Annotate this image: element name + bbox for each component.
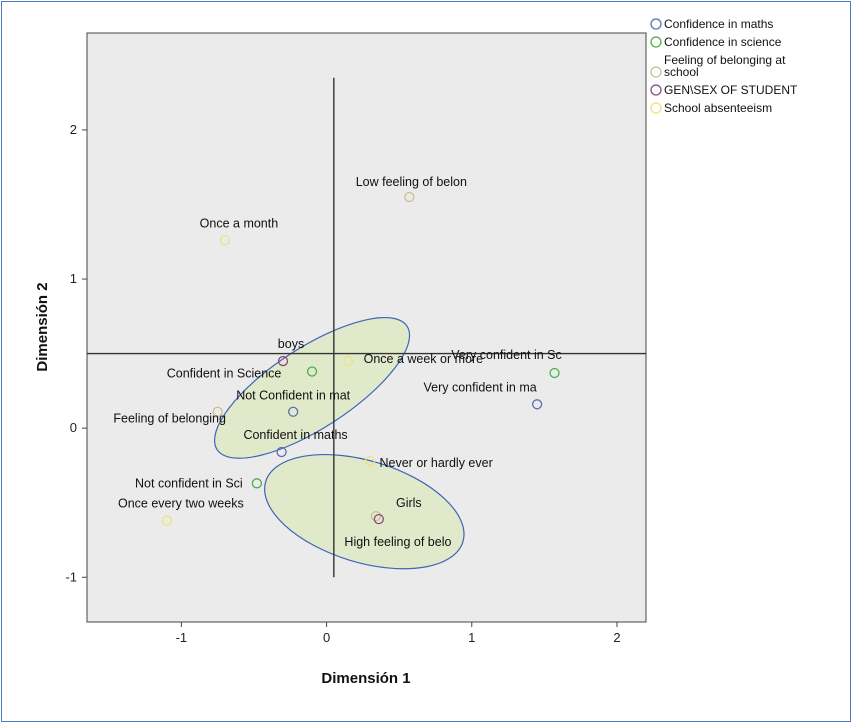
y-tick-label: 2 (70, 122, 77, 137)
y-tick-label: 1 (70, 271, 77, 286)
data-point (219, 235, 231, 246)
data-point (549, 367, 560, 379)
legend-label: Confidence in science (664, 35, 782, 49)
data-points (161, 191, 560, 526)
ellipse-layer (213, 316, 465, 570)
legend-label: Feeling of belonging at (664, 53, 786, 67)
y-tick-label: -1 (65, 569, 77, 584)
data-point (370, 510, 382, 522)
x-tick-label: -1 (176, 630, 188, 645)
point-label: High feeling of belo (344, 535, 451, 549)
y-tick-label: 0 (70, 420, 77, 435)
point-label: Girls (396, 496, 422, 510)
point-labels: Very confident in ma Not Confident in mat… (113, 175, 561, 549)
data-point (364, 455, 376, 467)
data-point (306, 366, 318, 377)
legend-marker (650, 18, 662, 30)
point-label: Never or hardly ever (380, 456, 493, 470)
x-tick-label: 0 (323, 630, 330, 645)
data-point (161, 515, 173, 526)
point-label: boys (278, 337, 304, 351)
reference-lines (87, 77, 646, 578)
data-point (404, 191, 415, 203)
y-axis-title: Dimensión 2 (34, 282, 51, 371)
legend-label: GEN\SEX OF STUDENT (664, 83, 798, 97)
point-label: Confident in maths (243, 428, 347, 442)
data-point (251, 478, 263, 489)
point-label: Very confident in ma (423, 380, 536, 394)
point-label: Once a week or more (364, 352, 484, 366)
point-label: Not confident in Sci (135, 476, 243, 490)
legend-marker (650, 66, 662, 78)
legend-marker (650, 84, 662, 96)
legend-marker (650, 36, 662, 48)
point-label: Confident in Science (167, 366, 282, 380)
legend-label: Confidence in maths (664, 17, 773, 31)
point-label: Low feeling of belon (356, 175, 467, 189)
data-point (531, 399, 543, 410)
point-label: Once a month (200, 216, 279, 230)
data-point (277, 355, 289, 367)
data-point (288, 406, 299, 417)
data-point (276, 446, 287, 458)
data-point (212, 406, 223, 417)
axes: -1 0 1 2 -1 0 1 2 (65, 122, 620, 645)
x-tick-label: 2 (613, 630, 620, 645)
legend-label: school (664, 65, 699, 79)
point-label: Feeling of belonging (113, 412, 226, 426)
point-label: Not Confident in mat (236, 389, 350, 403)
data-point (373, 513, 384, 525)
legend-label: School absenteeism (664, 101, 772, 115)
x-axis-title: Dimensión 1 (321, 670, 410, 687)
group-ellipse-2 (264, 453, 465, 570)
point-label: Once every two weeks (118, 497, 244, 511)
legend-marker (650, 102, 662, 114)
legend: Confidence in maths Confidence in science… (650, 17, 798, 115)
data-point (343, 355, 354, 367)
x-tick-label: 1 (468, 630, 475, 645)
point-label: Very confident in Sc (451, 348, 561, 362)
